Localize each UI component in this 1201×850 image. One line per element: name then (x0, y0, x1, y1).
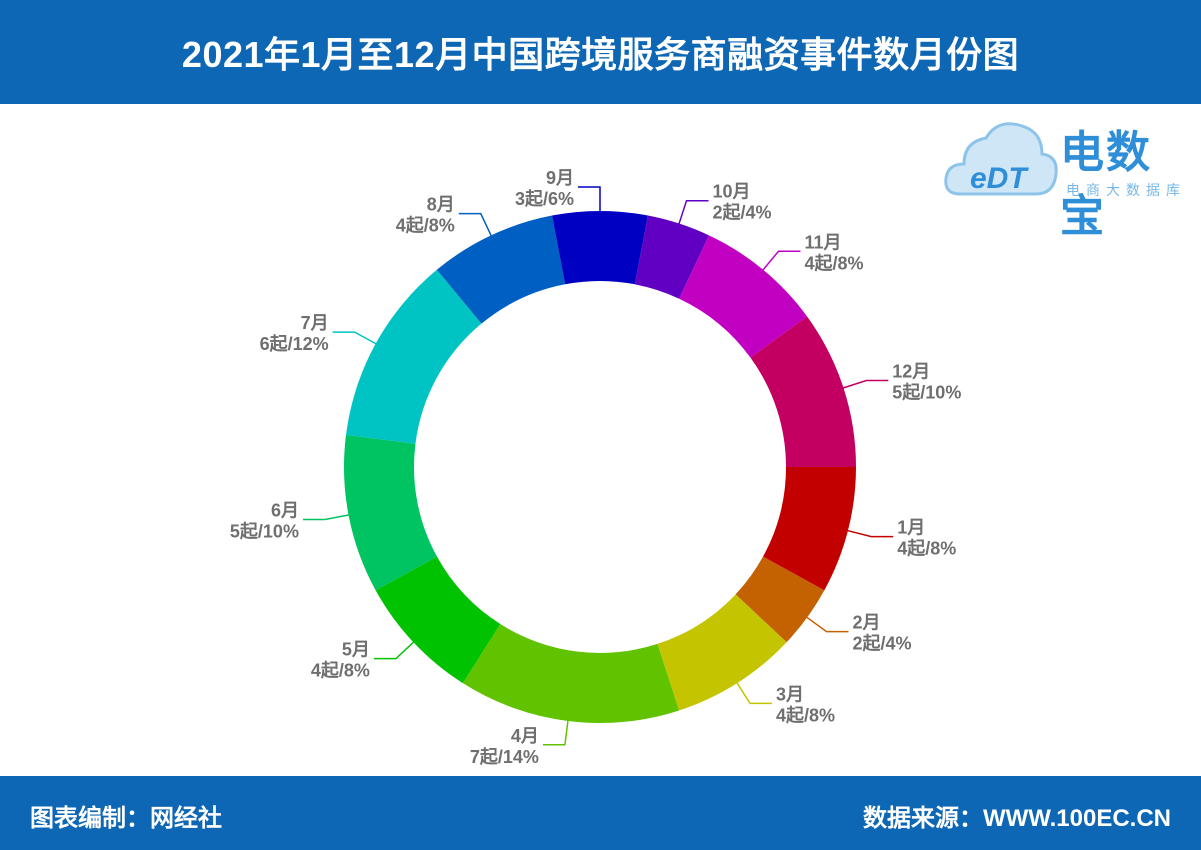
leader-line (735, 681, 773, 705)
footer-source: 数据来源：WWW.100EC.CN (862, 805, 1171, 832)
page-title: 2021年1月至12月中国跨境服务商融资事件数月份图 (181, 34, 1020, 75)
slice-month-label: 4月 (511, 726, 539, 746)
donut-slice (462, 624, 680, 723)
donut-slice (762, 467, 856, 591)
leader-line (805, 615, 849, 633)
leader-line (458, 212, 493, 238)
logo: eDT 电数宝 电商大数据库 (942, 112, 1192, 241)
footer-bar: 图表编制：网经社 数据来源：WWW.100EC.CN (0, 776, 1201, 850)
donut-slice (344, 434, 438, 591)
cloud-logo-icon: eDT (944, 122, 1058, 196)
donut-slice (346, 269, 482, 444)
slice-value-label: 2起/4% (713, 202, 772, 223)
slice-value-label: 7起/14% (470, 746, 539, 767)
slice-month-label: 9月 (546, 168, 574, 188)
slice-month-label: 5月 (342, 640, 370, 660)
slice-value-label: 4起/8% (311, 660, 370, 681)
slice-value-label: 4起/8% (776, 704, 835, 725)
leader-line (841, 379, 889, 390)
leader-line (845, 529, 894, 538)
slice-month-label: 1月 (897, 518, 925, 538)
donut-chart: 1月4起/8%2月2起/4%3月4起/8%4月7起/14%5月4起/8%6月5起… (230, 168, 961, 767)
slice-value-label: 2起/4% (853, 633, 912, 654)
slice-month-label: 2月 (853, 613, 881, 633)
slice-value-label: 3起/6% (515, 188, 574, 209)
donut-slice (634, 215, 709, 299)
leader-line (542, 718, 569, 746)
donut-slice (552, 211, 648, 285)
donut-slice (735, 556, 825, 643)
slice-month-label: 3月 (776, 684, 804, 704)
slice-month-label: 6月 (271, 500, 299, 520)
leader-line (677, 199, 709, 226)
slice-month-label: 12月 (892, 361, 930, 381)
leader-line (302, 513, 351, 521)
donut-slice (436, 215, 566, 324)
donut-slice (750, 316, 856, 467)
donut-slice (375, 556, 501, 684)
slice-value-label: 4起/8% (396, 215, 455, 236)
donut-slice (657, 594, 787, 711)
logo-text: 电数宝 (1060, 128, 1152, 241)
slice-value-label: 4起/8% (897, 538, 956, 559)
leader-line (761, 250, 801, 272)
logo-mark: eDT (970, 162, 1029, 195)
slice-month-label: 7月 (301, 313, 329, 333)
slice-value-label: 6起/12% (260, 333, 329, 354)
slice-month-label: 8月 (427, 195, 455, 215)
slice-value-label: 5起/10% (230, 520, 299, 541)
header-bar: 2021年1月至12月中国跨境服务商融资事件数月份图 (0, 0, 1201, 104)
leader-line (578, 186, 601, 213)
leader-line (373, 640, 416, 660)
footer-credit: 图表编制：网经社 (30, 805, 222, 832)
slice-month-label: 11月 (804, 232, 841, 252)
slice-value-label: 5起/10% (892, 381, 961, 402)
donut-slice (679, 235, 808, 358)
slice-month-label: 10月 (713, 182, 751, 202)
slice-value-label: 4起/8% (804, 252, 863, 273)
logo-subtitle: 电商大数据库 (1066, 182, 1186, 198)
leader-line (332, 331, 378, 346)
